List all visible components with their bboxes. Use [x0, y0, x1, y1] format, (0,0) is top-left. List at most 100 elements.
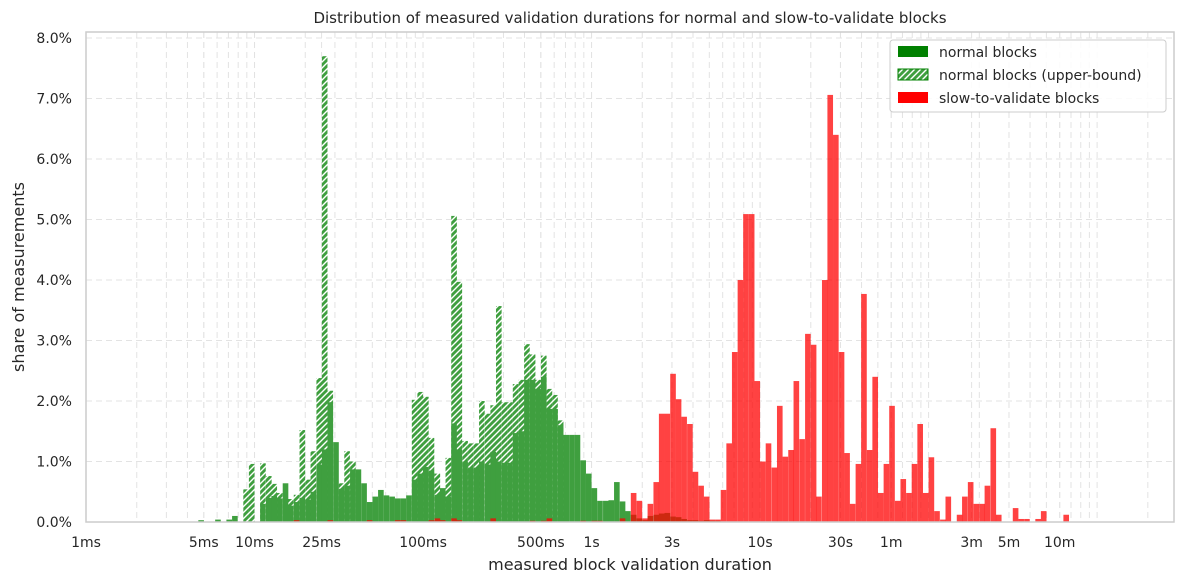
histogram-bar [1063, 514, 1070, 522]
y-tick-label: 0.0% [36, 515, 72, 531]
histogram-bar [400, 520, 407, 522]
histogram-bar [456, 520, 463, 522]
legend-swatch-upper-bound [897, 68, 929, 81]
histogram-bar [894, 500, 901, 522]
y-axis-label: share of measurements [9, 182, 28, 372]
histogram-bar [394, 520, 401, 522]
y-tick-label: 6.0% [36, 152, 72, 168]
histogram-bar [906, 492, 912, 522]
histogram-bar [327, 520, 334, 522]
chart-title: Distribution of measured validation dura… [313, 9, 946, 27]
histogram-bar [855, 463, 862, 522]
histogram-bar [619, 518, 626, 522]
histogram-bar [495, 306, 502, 522]
histogram-bar [479, 461, 485, 522]
legend-label-slow: slow-to-validate blocks [939, 91, 1099, 107]
histogram-bar [995, 514, 1002, 522]
histogram-bar [501, 462, 508, 522]
histogram-bar [754, 381, 761, 522]
histogram-bar [883, 463, 890, 522]
histogram-bar [687, 424, 693, 522]
histogram-bar [731, 352, 738, 522]
x-tick-label: 5ms [189, 535, 219, 551]
x-tick-label: 1m [880, 535, 903, 551]
histogram-bar [271, 495, 278, 522]
histogram-bar [366, 502, 373, 522]
histogram-bar [771, 467, 778, 522]
histogram-bar [215, 519, 221, 522]
histogram-bar [979, 503, 985, 522]
histogram-bar [282, 483, 289, 522]
histogram-bar [355, 469, 362, 522]
histogram-bar [439, 488, 446, 522]
series-slow-to-validate-blocks [293, 94, 1070, 523]
histogram-bar [428, 520, 435, 522]
histogram-bar [928, 457, 935, 522]
histogram-bar [574, 434, 581, 522]
histogram-bar [810, 344, 817, 522]
histogram-bar [451, 518, 457, 522]
histogram-bar [468, 467, 474, 522]
histogram-bar [260, 463, 266, 522]
histogram-bar [400, 498, 407, 522]
histogram-bar [597, 500, 603, 522]
histogram-bar [490, 518, 497, 522]
x-tick-label: 10m [1044, 535, 1075, 551]
histogram-bar [681, 416, 687, 522]
histogram-bar [394, 498, 401, 522]
histogram-bar [406, 495, 412, 522]
histogram-bar [715, 519, 721, 522]
histogram-bar [1012, 508, 1019, 522]
histogram-bar [675, 399, 682, 522]
histogram-bar [260, 503, 266, 522]
histogram-bar [1040, 511, 1047, 522]
histogram-bar [512, 433, 519, 522]
histogram-bar [956, 514, 963, 522]
histogram-bar [737, 280, 744, 522]
histogram-bar [299, 497, 306, 522]
x-axis-ticks: 1ms 5ms 10ms 25ms 100ms 500ms 1s 3s 10s 30s 1m 3m 5m… [71, 535, 1075, 551]
histogram-bar [580, 460, 586, 522]
plot-frame [85, 31, 1175, 523]
histogram-bar [411, 399, 418, 522]
histogram-bar [507, 402, 513, 522]
histogram-bar [1018, 518, 1024, 522]
histogram-bar [535, 388, 541, 522]
histogram-bar [350, 469, 356, 522]
histogram-bar [321, 449, 328, 522]
histogram-bar [451, 423, 457, 522]
histogram-bar [973, 503, 980, 522]
y-tick-label: 1.0% [36, 455, 72, 471]
histogram-bar [423, 396, 429, 522]
histogram-bar [383, 495, 390, 522]
histogram-bar [776, 405, 783, 522]
histogram-bar [456, 449, 463, 522]
histogram-bar [664, 413, 671, 522]
histogram-bar [243, 489, 249, 522]
histogram-bar [333, 442, 339, 522]
histogram-bar [546, 408, 553, 522]
histogram-bar [838, 352, 845, 522]
histogram-bar [608, 500, 615, 522]
histogram-bar [417, 473, 424, 522]
histogram-bar [546, 518, 553, 522]
histogram-bar [833, 134, 839, 522]
legend-label-upper-bound: normal blocks (upper-bound) [939, 68, 1142, 84]
legend: normal blocks normal blocks (upper-bound… [889, 39, 1167, 113]
histogram-bar [922, 492, 929, 522]
histogram-bar [630, 492, 637, 522]
histogram-bar [748, 214, 755, 522]
histogram-bar [451, 215, 457, 522]
histogram-bar [872, 376, 878, 522]
x-tick-label: 1ms [71, 535, 101, 551]
histogram-bar [698, 485, 704, 522]
x-tick-label: 500ms [517, 535, 565, 551]
histogram-bar [563, 434, 570, 522]
x-axis-label: measured block validation duration [488, 555, 772, 574]
histogram-bar [658, 413, 665, 522]
histogram-bar [293, 520, 300, 522]
histogram-bar [366, 520, 373, 522]
histogram-bar [967, 482, 974, 522]
histogram-bar [495, 461, 502, 522]
histogram-bar [984, 485, 991, 522]
